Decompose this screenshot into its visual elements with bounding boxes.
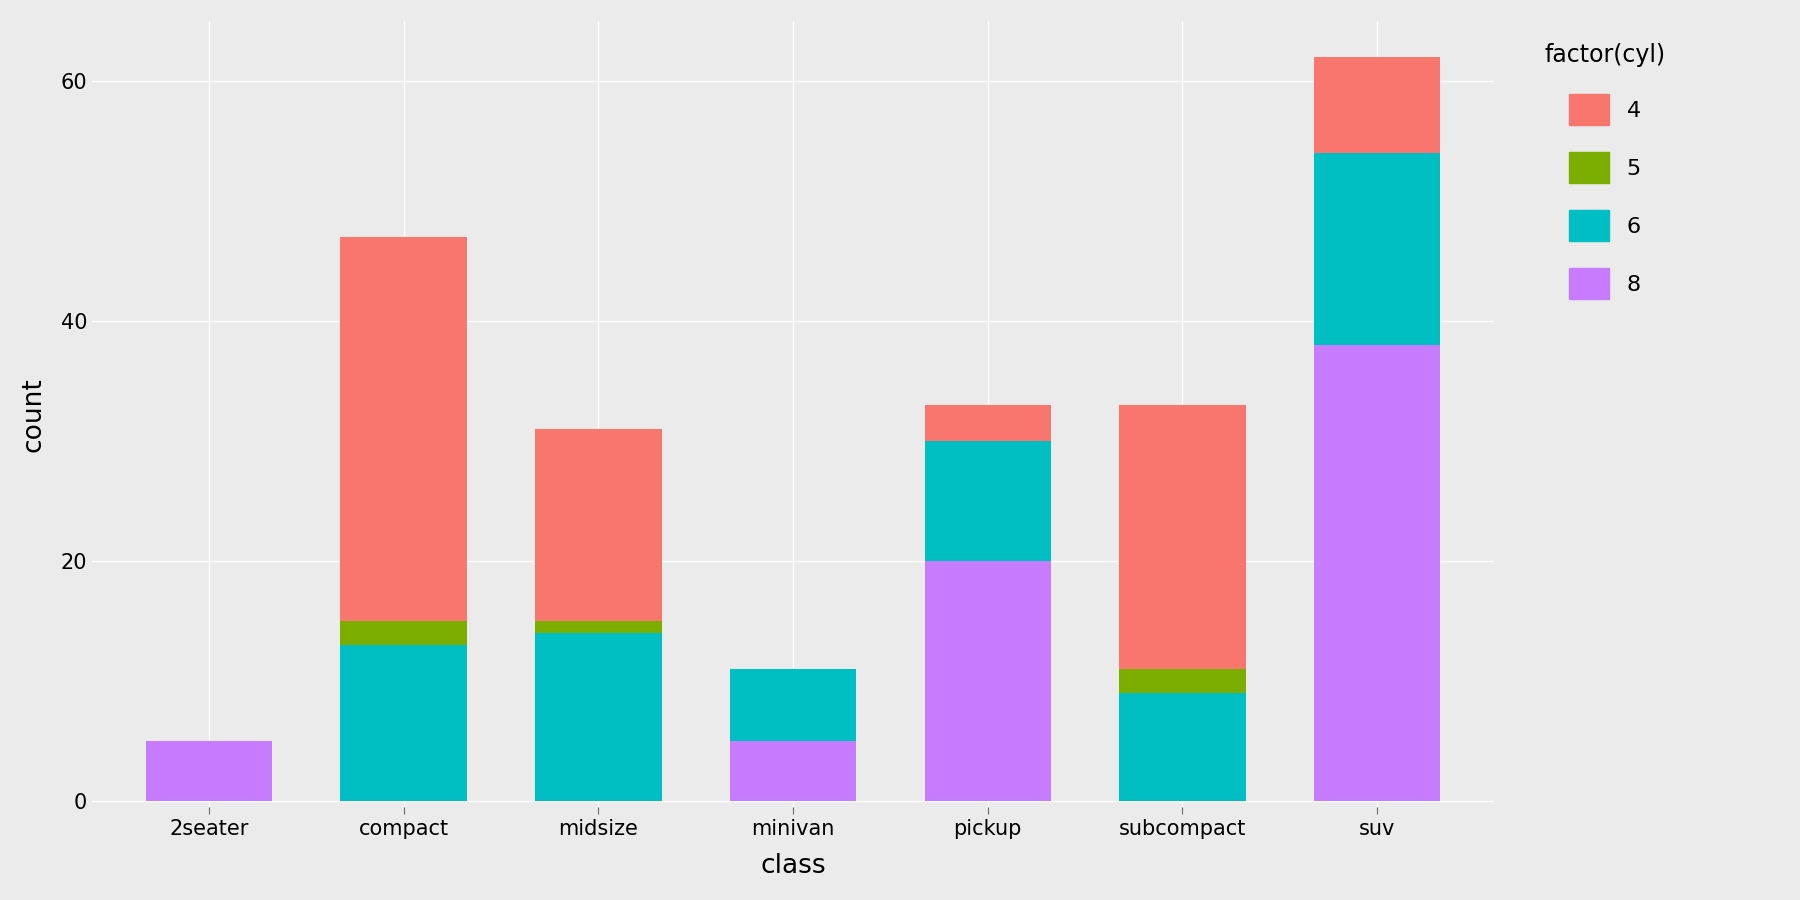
Y-axis label: count: count bbox=[22, 377, 47, 452]
Bar bbox=[535, 634, 662, 802]
Legend: 4, 5, 6, 8: 4, 5, 6, 8 bbox=[1534, 32, 1676, 310]
Bar bbox=[1314, 345, 1440, 802]
Bar bbox=[340, 645, 466, 802]
Bar bbox=[1314, 57, 1440, 153]
Bar bbox=[340, 237, 466, 621]
Bar bbox=[1120, 670, 1246, 693]
Bar bbox=[729, 742, 857, 802]
Bar bbox=[1120, 405, 1246, 670]
Bar bbox=[340, 621, 466, 645]
Bar bbox=[535, 621, 662, 634]
Bar bbox=[925, 441, 1051, 562]
Bar bbox=[925, 405, 1051, 441]
Bar bbox=[1120, 693, 1246, 802]
X-axis label: class: class bbox=[760, 853, 826, 879]
Bar bbox=[925, 562, 1051, 802]
Bar bbox=[1314, 153, 1440, 345]
Bar bbox=[535, 429, 662, 621]
Bar bbox=[146, 742, 272, 802]
Bar bbox=[729, 670, 857, 742]
